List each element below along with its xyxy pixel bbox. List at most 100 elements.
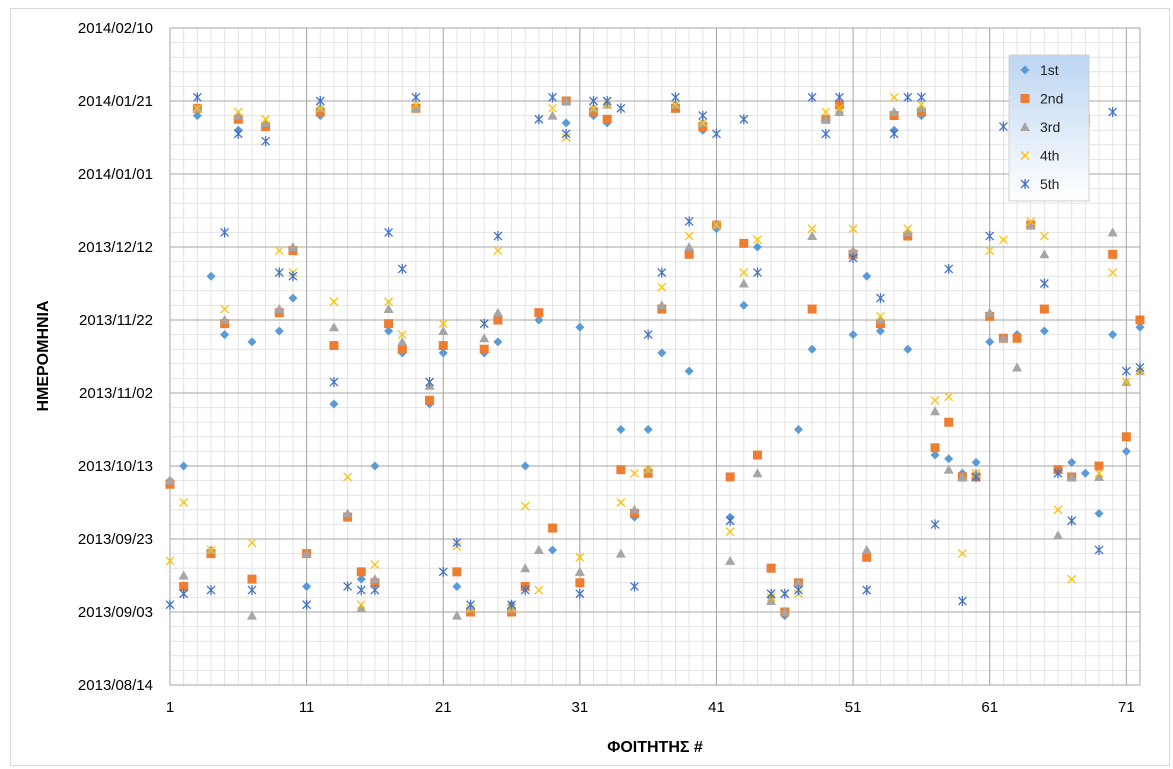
y-axis-title: ΗΜΕΡΟΜΗΝΙΑ xyxy=(35,300,52,412)
data-point-4th xyxy=(985,246,995,256)
data-point-1st xyxy=(752,242,762,252)
legend-label-1st: 1st xyxy=(1040,62,1059,78)
data-point-1st xyxy=(616,425,626,434)
data-point-3rd xyxy=(397,336,408,346)
data-point-3rd xyxy=(219,315,230,324)
data-point-5th xyxy=(233,128,243,139)
data-point-3rd xyxy=(479,333,490,343)
data-point-4th xyxy=(616,498,626,507)
data-point-5th xyxy=(1135,362,1145,373)
data-point-5th xyxy=(793,585,803,596)
data-point-4th xyxy=(889,92,899,102)
data-point-4th xyxy=(343,472,353,482)
data-point-2nd xyxy=(616,465,626,475)
legend-marker-5th xyxy=(1020,179,1030,189)
series-4th xyxy=(165,92,1145,613)
data-point-3rd xyxy=(383,304,394,314)
data-point-5th xyxy=(616,103,626,114)
data-point-4th xyxy=(630,468,639,478)
data-point-4th xyxy=(1067,574,1077,584)
y-tick-label: 2014/02/10 xyxy=(78,20,153,37)
data-point-5th xyxy=(739,114,749,125)
data-point-4th xyxy=(821,107,831,117)
y-tick-label: 2013/12/12 xyxy=(78,239,153,256)
data-point-1st xyxy=(1121,446,1131,456)
data-point-5th xyxy=(589,96,598,106)
data-point-1st xyxy=(575,322,585,332)
data-point-2nd xyxy=(575,578,585,588)
data-point-1st xyxy=(1039,326,1049,336)
data-point-3rd xyxy=(738,278,749,288)
data-point-2nd xyxy=(834,100,844,110)
y-tick-label: 2013/10/13 xyxy=(78,458,153,475)
data-point-4th xyxy=(671,100,680,110)
data-point-3rd xyxy=(793,577,804,587)
data-point-4th xyxy=(370,560,380,570)
data-point-1st xyxy=(302,581,312,591)
data-point-3rd xyxy=(998,333,1009,343)
y-tick-label: 2013/11/22 xyxy=(79,312,153,329)
y-tick-label: 2013/09/03 xyxy=(78,604,153,621)
data-point-1st xyxy=(192,111,202,121)
x-tick-label: 71 xyxy=(1118,699,1135,716)
data-point-1st xyxy=(1108,330,1118,340)
data-point-4th xyxy=(315,103,325,113)
data-point-1st xyxy=(520,461,530,471)
data-point-4th xyxy=(329,297,339,307)
data-point-5th xyxy=(998,121,1008,132)
legend-label-2nd: 2nd xyxy=(1040,91,1063,107)
data-point-3rd xyxy=(656,300,667,310)
data-point-1st xyxy=(329,399,339,409)
legend: 1st 2nd 3rd 4th 5th xyxy=(1008,54,1090,202)
data-point-3rd xyxy=(410,103,421,113)
data-point-2nd xyxy=(1012,333,1022,343)
data-point-3rd xyxy=(684,242,695,251)
data-point-4th xyxy=(916,100,926,110)
data-point-5th xyxy=(643,329,653,340)
data-point-3rd xyxy=(1107,227,1118,237)
data-point-2nd xyxy=(725,472,735,482)
x-tick-label: 1 xyxy=(166,699,174,716)
data-point-5th xyxy=(903,92,913,103)
data-point-5th xyxy=(479,318,489,329)
legend-label-3rd: 3rd xyxy=(1040,119,1060,135)
data-point-5th xyxy=(534,114,544,125)
data-point-4th xyxy=(1108,268,1118,278)
data-point-1st xyxy=(179,461,189,471)
data-point-3rd xyxy=(889,106,900,116)
y-tick-label: 2013/11/02 xyxy=(79,385,153,402)
series-5th xyxy=(165,92,1145,610)
series-1st xyxy=(165,103,1145,621)
data-point-5th xyxy=(247,585,257,596)
data-point-4th xyxy=(589,103,598,113)
data-point-4th xyxy=(247,538,257,548)
data-point-3rd xyxy=(957,471,968,481)
data-point-4th xyxy=(438,319,448,329)
data-point-1st xyxy=(370,461,380,471)
y-tick-label: 2013/09/23 xyxy=(78,531,153,548)
data-point-5th xyxy=(684,216,694,227)
legend-marker-2nd xyxy=(1020,94,1030,103)
data-point-2nd xyxy=(1135,315,1145,325)
data-point-5th xyxy=(712,128,721,139)
data-point-4th xyxy=(930,395,940,405)
data-point-5th xyxy=(1053,468,1063,479)
data-point-5th xyxy=(753,267,762,278)
data-point-4th xyxy=(520,501,530,511)
data-point-5th xyxy=(766,588,776,599)
data-point-4th xyxy=(233,107,243,117)
data-point-4th xyxy=(739,268,749,278)
data-point-5th xyxy=(1121,366,1131,377)
data-point-2nd xyxy=(384,319,394,329)
data-point-5th xyxy=(192,92,202,103)
data-point-3rd xyxy=(274,304,285,314)
data-point-3rd xyxy=(342,508,353,518)
data-point-2nd xyxy=(1121,432,1131,442)
data-point-5th xyxy=(957,596,967,607)
data-point-5th xyxy=(356,585,366,596)
data-point-3rd xyxy=(369,574,380,584)
data-point-3rd xyxy=(875,315,886,324)
data-point-1st xyxy=(274,326,284,336)
data-point-5th xyxy=(302,599,312,610)
